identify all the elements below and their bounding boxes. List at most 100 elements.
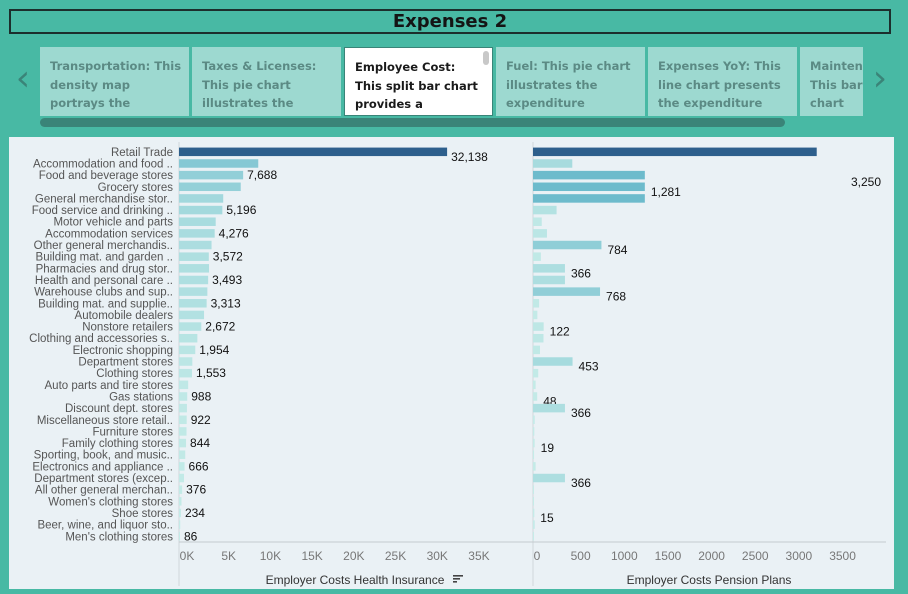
category-label: Food and beverage stores — [39, 170, 174, 182]
bar-health-insurance — [179, 520, 181, 529]
category-label: Miscellaneous store retail.. — [37, 415, 173, 427]
data-label-health-insurance: 666 — [189, 459, 209, 473]
sort-descending-icon — [453, 578, 460, 580]
category-label: Auto parts and tire stores — [45, 380, 174, 392]
bar-health-insurance — [179, 403, 187, 413]
bar-pension-plans — [533, 392, 538, 401]
bar-health-insurance — [179, 299, 207, 308]
category-label: Automobile dealers — [75, 310, 174, 322]
story-point-employee-cost[interactable]: Employee Cost: This split bar chart prov… — [344, 47, 493, 116]
bar-health-insurance — [179, 532, 180, 541]
story-point-label: Expenses YoY: This line chart presents t… — [658, 59, 781, 116]
bar-health-insurance — [179, 497, 182, 506]
bar-pension-plans — [533, 240, 602, 250]
chart-panel: Retail Trade 32,138 Accommodation and food… — [9, 137, 894, 589]
bar-pension-plans — [533, 345, 540, 355]
data-label-health-insurance: 3,313 — [211, 296, 241, 310]
bar-health-insurance — [179, 368, 192, 378]
category-label: Sporting, book, and music.. — [34, 450, 173, 462]
bar-pension-plans — [533, 170, 645, 180]
data-label-health-insurance: 86 — [184, 529, 198, 543]
data-label-health-insurance: 3,572 — [213, 250, 243, 264]
category-label: Family clothing stores — [62, 438, 173, 450]
x-tick-label: 25K — [385, 549, 406, 563]
story-point-maintenance[interactable]: Maintenance: This bar chart illustrates … — [800, 47, 863, 116]
bar-pension-plans — [533, 275, 565, 285]
bar-pension-plans — [533, 310, 538, 320]
chevron-left-icon[interactable]: ‹ — [15, 58, 31, 99]
bar-pension-plans — [533, 415, 535, 425]
x-tick-label: 2500 — [742, 549, 769, 563]
bar-pension-plans — [533, 299, 540, 308]
category-label: Other general merchandis.. — [34, 240, 173, 252]
data-label-pension-plans: 122 — [550, 325, 570, 339]
story-point-label: Fuel: This pie chart illustrates the exp… — [506, 59, 631, 116]
bar-pension-plans — [533, 159, 573, 168]
data-label-pension-plans: 366 — [571, 266, 591, 280]
data-label-health-insurance: 4,276 — [219, 226, 249, 240]
category-label: Clothing and accessories s.. — [29, 333, 173, 345]
x-tick-label: 0K — [180, 549, 195, 563]
bar-health-insurance — [179, 392, 188, 401]
bar-health-insurance — [179, 345, 196, 355]
bar-pension-plans — [533, 485, 534, 494]
category-label: Department stores (excep.. — [34, 473, 173, 485]
data-label-pension-plans: 15 — [540, 511, 554, 525]
bar-health-insurance — [179, 485, 183, 494]
data-label-pension-plans: 3,250 — [851, 175, 881, 189]
category-label: Accommodation services — [45, 228, 173, 240]
bar-health-insurance — [179, 310, 205, 320]
category-label: Beer, wine, and liquor sto.. — [37, 520, 173, 532]
bar-health-insurance — [179, 287, 208, 296]
bar-health-insurance — [179, 205, 223, 215]
bar-pension-plans — [533, 450, 535, 459]
bar-health-insurance — [179, 415, 187, 425]
data-label-pension-plans: 1,281 — [651, 185, 681, 199]
data-label-pension-plans: 366 — [571, 476, 591, 490]
text-scrollbar[interactable] — [483, 51, 489, 65]
category-label: Pharmacies and drug stor.. — [36, 263, 173, 275]
bar-health-insurance — [179, 508, 181, 518]
story-point-fuel[interactable]: Fuel: This pie chart illustrates the exp… — [496, 47, 645, 116]
x-tick-label: 5K — [221, 549, 236, 563]
category-label: Building mat. and garden .. — [36, 252, 173, 264]
story-point-label: Transportation: This density map portray… — [50, 59, 182, 116]
sort-descending-icon — [453, 581, 457, 583]
data-label-health-insurance: 32,138 — [451, 150, 488, 164]
x-axis-title-health-insurance: Employer Costs Health Insurance — [266, 573, 445, 587]
story-point-strip: Transportation: This density map portray… — [40, 47, 863, 116]
bar-health-insurance — [179, 147, 448, 157]
x-tick-label: 1000 — [611, 549, 638, 563]
category-label: Electronics and appliance .. — [32, 461, 173, 473]
bar-pension-plans — [533, 217, 542, 226]
category-label: Clothing stores — [96, 368, 173, 380]
chevron-right-icon[interactable]: › — [872, 58, 888, 99]
story-strip-scrollbar[interactable] — [40, 118, 785, 127]
bar-pension-plans — [533, 287, 601, 296]
story-point-taxes-licenses[interactable]: Taxes & Licenses: This pie chart illustr… — [192, 47, 341, 116]
story-point-transportation[interactable]: Transportation: This density map portray… — [40, 47, 189, 116]
category-label: Health and personal care .. — [35, 275, 173, 287]
data-label-health-insurance: 988 — [191, 389, 211, 403]
category-label: Building mat. and supplie.. — [38, 298, 173, 310]
bar-pension-plans — [533, 205, 557, 215]
bar-pension-plans — [533, 357, 573, 366]
bar-pension-plans — [533, 229, 547, 238]
category-label: Accommodation and food .. — [33, 158, 173, 170]
x-tick-label: 10K — [260, 549, 281, 563]
story-point-expenses-yoy[interactable]: Expenses YoY: This line chart presents t… — [648, 47, 797, 116]
data-label-health-insurance: 3,493 — [212, 273, 242, 287]
bar-health-insurance — [179, 170, 244, 180]
bar-pension-plans — [533, 520, 535, 529]
category-label: Retail Trade — [111, 147, 173, 159]
data-label-health-insurance: 1,553 — [196, 366, 226, 380]
category-label: Food service and drinking .. — [32, 205, 173, 217]
bar-pension-plans — [533, 532, 534, 541]
bar-health-insurance — [179, 159, 259, 168]
x-tick-label: 15K — [301, 549, 322, 563]
x-tick-label: 3000 — [786, 549, 813, 563]
x-tick-label: 2000 — [698, 549, 725, 563]
category-label: Shoe stores — [112, 508, 174, 520]
category-label: Motor vehicle and parts — [53, 217, 173, 229]
bar-health-insurance — [179, 182, 241, 192]
